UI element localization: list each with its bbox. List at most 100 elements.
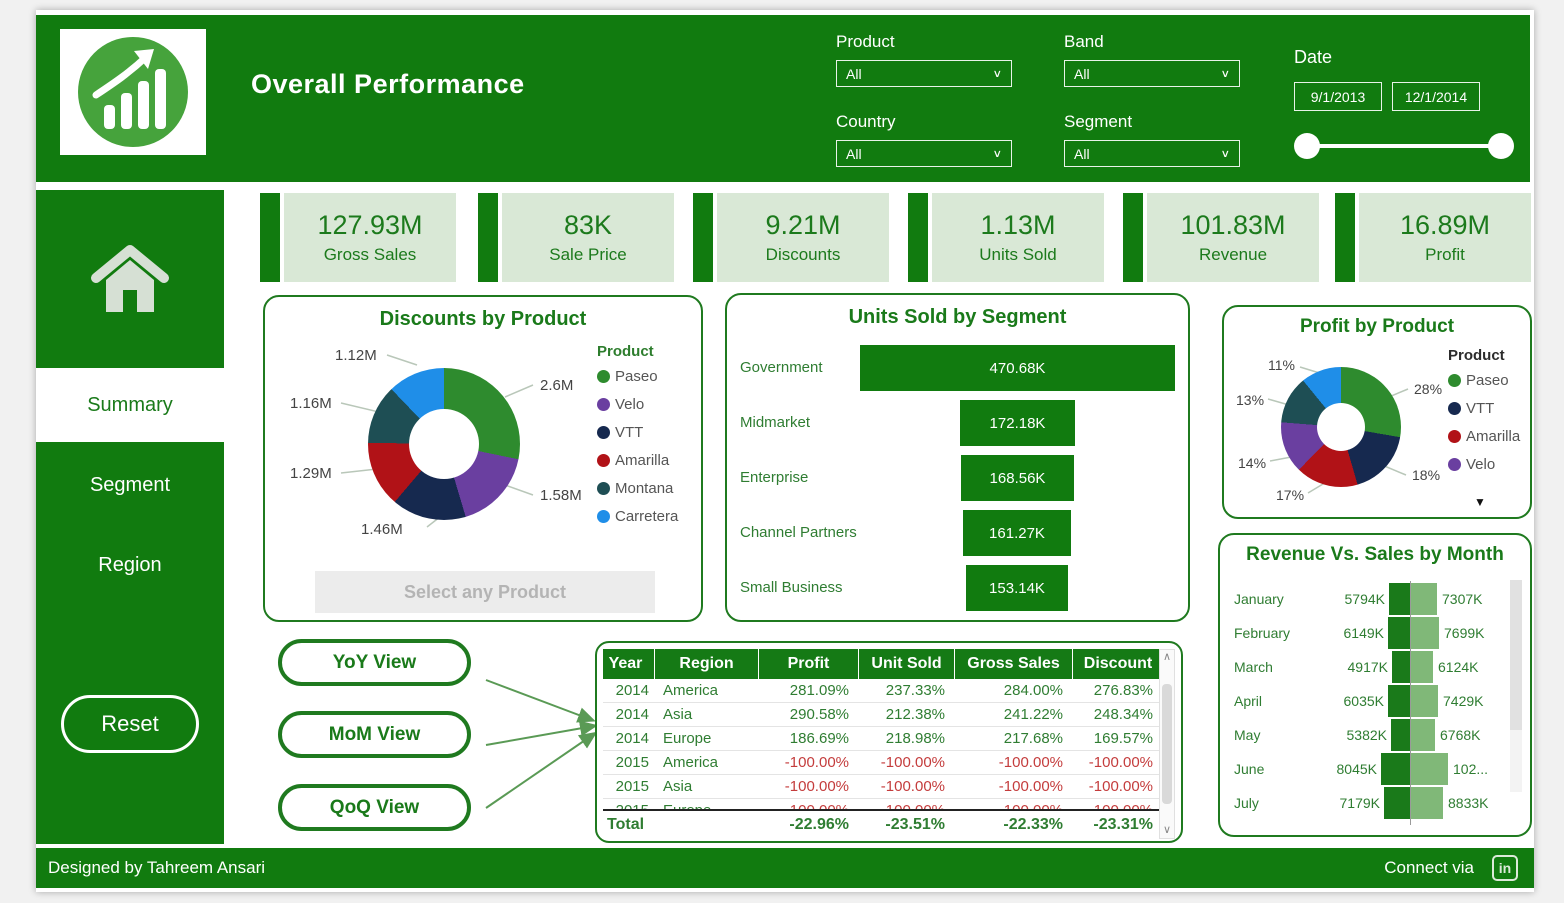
legend-scroll-down-icon[interactable]: ▼ <box>1474 495 1486 509</box>
legend-item-paseo[interactable]: Paseo <box>1448 372 1520 389</box>
sales-bar[interactable] <box>1411 753 1448 785</box>
revenue-bar[interactable] <box>1389 583 1410 615</box>
date-end-input[interactable]: 12/1/2014 <box>1392 82 1480 111</box>
revenue-value: 4917K <box>1347 659 1388 675</box>
legend-label: Montana <box>615 480 674 497</box>
legend-item-vtt[interactable]: VTT <box>597 424 678 441</box>
slider-handle-end[interactable] <box>1488 133 1514 159</box>
table-body[interactable]: 2014 America 281.09% 237.33% 284.00% 276… <box>603 679 1163 809</box>
sidebar-item-region[interactable]: Region <box>98 553 162 576</box>
table-row[interactable]: 2015 Europe -100.00% -100.00% -100.00% -… <box>603 799 1163 809</box>
filter-country-select[interactable]: All ∨ <box>836 140 1012 167</box>
profit-donut-chart[interactable] <box>1281 367 1401 487</box>
scroll-down-icon[interactable]: ∨ <box>1162 824 1172 836</box>
vtt-dot-icon <box>1448 402 1461 415</box>
revenue-value: 6035K <box>1343 693 1384 709</box>
date-start-input[interactable]: 9/1/2013 <box>1294 82 1382 111</box>
month-row-june: June 8045K 102... <box>1220 753 1530 785</box>
col-region[interactable]: Region <box>655 649 759 679</box>
discounts-donut-chart[interactable] <box>368 368 520 520</box>
col-unit-sold[interactable]: Unit Sold <box>859 649 955 679</box>
sales-bar[interactable] <box>1411 583 1437 615</box>
month-label: March <box>1234 659 1273 675</box>
sales-bar[interactable] <box>1411 685 1438 717</box>
table-row[interactable]: 2014 Europe 186.69% 218.98% 217.68% 169.… <box>603 727 1163 751</box>
table-row[interactable]: 2015 Asia -100.00% -100.00% -100.00% -10… <box>603 775 1163 799</box>
qoq-view-button[interactable]: QoQ View <box>278 784 471 831</box>
funnel-bar[interactable]: 172.18K <box>960 400 1075 446</box>
chevron-down-icon: ∨ <box>1220 67 1230 80</box>
col-gross-sales[interactable]: Gross Sales <box>955 649 1073 679</box>
kpi-units-sold: 1.13M Units Sold <box>908 193 1104 282</box>
velo-dot-icon <box>597 398 610 411</box>
velo-dot-icon <box>1448 458 1461 471</box>
sales-bar[interactable] <box>1411 719 1435 751</box>
sales-bar[interactable] <box>1411 617 1439 649</box>
revenue-bar[interactable] <box>1381 753 1410 785</box>
table-scrollbar[interactable]: ∧ ∨ <box>1159 649 1175 839</box>
sales-value: 102... <box>1453 761 1489 777</box>
yoy-view-button[interactable]: YoY View <box>278 639 471 686</box>
legend-item-velo[interactable]: Velo <box>597 396 678 413</box>
month-label: January <box>1234 591 1284 607</box>
legend-item-amarilla[interactable]: Amarilla <box>597 452 678 469</box>
col-discount[interactable]: Discount <box>1083 655 1153 672</box>
funnel-bar[interactable]: 161.27K <box>963 510 1071 556</box>
slider-track[interactable] <box>1306 144 1504 148</box>
slider-handle-start[interactable] <box>1294 133 1320 159</box>
sales-value: 6124K <box>1438 659 1479 675</box>
kpi-label: Revenue <box>1198 245 1268 264</box>
legend-item-paseo[interactable]: Paseo <box>597 368 678 385</box>
filter-product-select[interactable]: All ∨ <box>836 60 1012 87</box>
select-any-product-button[interactable]: Select any Product <box>315 571 655 613</box>
kpi-value: 9.21M <box>765 210 841 240</box>
revenue-bar[interactable] <box>1391 719 1410 751</box>
legend-label: VTT <box>1466 400 1495 417</box>
col-profit[interactable]: Profit <box>759 649 859 679</box>
linkedin-icon[interactable]: in <box>1492 855 1518 881</box>
funnel-bar[interactable]: 153.14K <box>966 565 1068 611</box>
legend-item-vtt[interactable]: VTT <box>1448 400 1520 417</box>
scrollbar-thumb[interactable] <box>1162 684 1172 804</box>
legend-item-velo[interactable]: Velo <box>1448 456 1520 473</box>
table-row[interactable]: 2015 America -100.00% -100.00% -100.00% … <box>603 751 1163 775</box>
segment-label: Midmarket <box>740 414 811 431</box>
legend-item-montana[interactable]: Montana <box>597 480 678 497</box>
filter-product-value: All <box>846 65 862 82</box>
date-filter: Date 9/1/2013 12/1/2014 <box>1294 47 1514 159</box>
kpi-gross-sales: 127.93M Gross Sales <box>260 193 456 282</box>
kpi-discounts: 9.21M Discounts <box>693 193 889 282</box>
panel-scrollbar[interactable] <box>1510 580 1522 792</box>
reset-button[interactable]: Reset <box>61 695 199 753</box>
sales-bar[interactable] <box>1411 787 1443 819</box>
amarilla-dot-icon <box>597 454 610 467</box>
filter-segment-select[interactable]: All ∨ <box>1064 140 1240 167</box>
panel-title: Profit by Product <box>1299 316 1455 337</box>
legend-item-amarilla[interactable]: Amarilla <box>1448 428 1520 445</box>
sidebar-item-summary[interactable]: Summary <box>36 368 224 442</box>
kpi-revenue: 101.83M Revenue <box>1123 193 1319 282</box>
table-total-row: Total -22.96% -23.51% -22.33% -23.31% <box>603 809 1163 839</box>
filter-band-select[interactable]: All ∨ <box>1064 60 1240 87</box>
table-row[interactable]: 2014 Asia 290.58% 212.38% 241.22% 248.34… <box>603 703 1163 727</box>
scrollbar-thumb[interactable] <box>1510 580 1522 730</box>
carretera-dot-icon <box>597 510 610 523</box>
home-button[interactable] <box>36 190 224 368</box>
sidebar-item-segment[interactable]: Segment <box>89 473 171 496</box>
table-row[interactable]: 2014 America 281.09% 237.33% 284.00% 276… <box>603 679 1163 703</box>
kpi-accent-bar <box>478 193 498 282</box>
legend-item-carretera[interactable]: Carretera <box>597 508 678 525</box>
funnel-bar[interactable]: 470.68K <box>860 345 1175 391</box>
col-year[interactable]: Year <box>603 649 655 679</box>
units-sold-by-segment-panel: Units Sold by Segment Government 470.68K… <box>725 293 1190 622</box>
scroll-up-icon[interactable]: ∧ <box>1162 651 1172 663</box>
sales-bar[interactable] <box>1411 651 1433 683</box>
revenue-bar[interactable] <box>1388 617 1410 649</box>
revenue-bar[interactable] <box>1384 787 1410 819</box>
funnel-bar[interactable]: 168.56K <box>961 455 1074 501</box>
discounts-by-product-panel: Discounts by Product 1.12M 2.6M 1.16M 1.… <box>263 295 703 622</box>
filter-segment-label: Segment <box>1064 112 1133 131</box>
mom-view-button[interactable]: MoM View <box>278 711 471 758</box>
revenue-bar[interactable] <box>1388 685 1410 717</box>
revenue-bar[interactable] <box>1392 651 1410 683</box>
